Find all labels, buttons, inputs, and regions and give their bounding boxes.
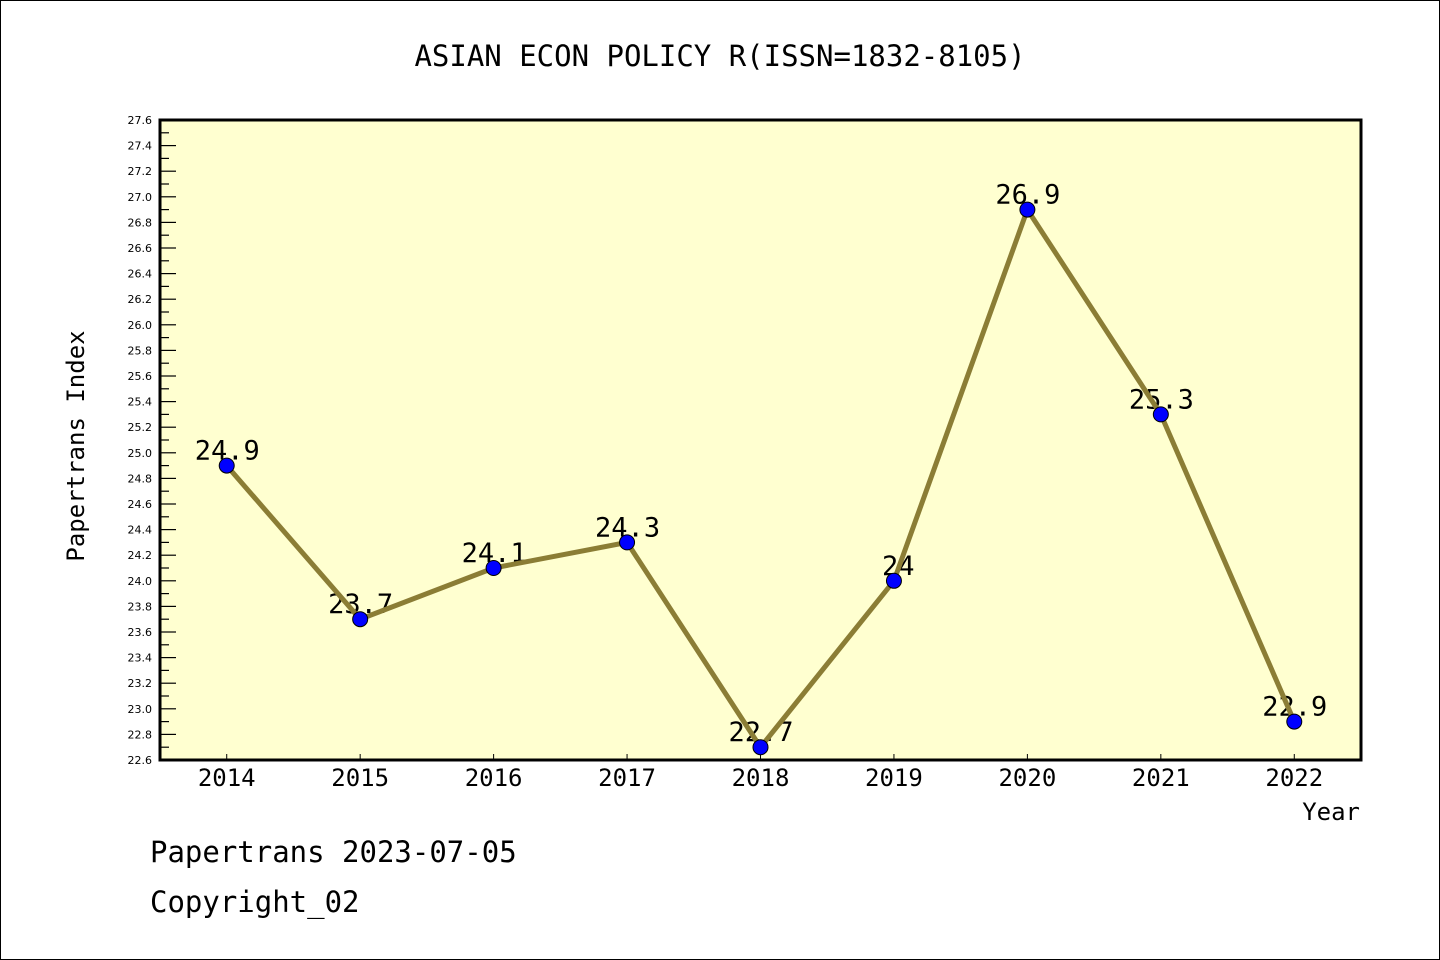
y-tick-label: 24.2 <box>128 549 153 562</box>
x-tick-label: 2014 <box>198 764 256 792</box>
x-tick-label: 2019 <box>865 764 923 792</box>
x-tick-label: 2022 <box>1265 764 1323 792</box>
y-tick-label: 22.8 <box>128 728 153 741</box>
data-point <box>1286 713 1303 730</box>
x-tick-label: 2021 <box>1132 764 1190 792</box>
y-tick-label: 23.6 <box>128 626 153 639</box>
y-tick-label: 22.6 <box>128 754 153 767</box>
y-tick-label: 26.6 <box>128 242 153 255</box>
data-point <box>218 457 235 474</box>
y-tick-label: 23.0 <box>128 703 153 716</box>
y-tick-label: 24.4 <box>128 524 153 537</box>
footer-date: Papertrans 2023-07-05 <box>150 835 517 869</box>
y-tick-label: 26.0 <box>128 319 153 332</box>
plot-area <box>160 120 1361 760</box>
y-tick-label: 25.0 <box>128 447 153 460</box>
y-tick-label: 27.6 <box>128 114 153 127</box>
y-tick-label: 23.4 <box>128 652 153 665</box>
y-tick-label: 25.2 <box>128 421 153 434</box>
x-tick-label: 2017 <box>598 764 656 792</box>
x-tick-label: 2015 <box>331 764 389 792</box>
y-tick-label: 24.8 <box>128 472 153 485</box>
data-point <box>1152 406 1169 423</box>
data-point <box>752 739 769 756</box>
y-tick-label: 27.0 <box>128 191 153 204</box>
footer-copyright: Copyright_02 <box>150 885 360 919</box>
y-tick-label: 26.4 <box>128 268 153 281</box>
y-tick-label: 26.8 <box>128 216 153 229</box>
y-tick-label: 24.0 <box>128 575 153 588</box>
data-point <box>885 572 902 589</box>
y-tick-label: 25.8 <box>128 344 153 357</box>
chart-title: ASIAN ECON POLICY R(ISSN=1832-8105) <box>414 39 1025 73</box>
y-tick-label: 24.6 <box>128 498 153 511</box>
y-tick-label: 27.2 <box>128 165 153 178</box>
y-tick-label: 27.4 <box>128 140 153 153</box>
y-tick-label: 23.8 <box>128 600 153 613</box>
data-point <box>485 560 502 576</box>
y-tick-label: 23.2 <box>128 677 153 690</box>
data-point <box>1019 201 1036 218</box>
y-tick-label: 25.4 <box>128 396 153 409</box>
data-point <box>352 611 369 628</box>
y-tick-label: 26.2 <box>128 293 153 306</box>
x-tick-label: 2018 <box>732 764 790 792</box>
x-tick-label: 2020 <box>998 764 1056 792</box>
y-axis-label: Papertrans Index <box>62 330 90 561</box>
data-point <box>619 534 636 551</box>
y-tick-label: 25.6 <box>128 370 153 383</box>
x-axis-label: Year <box>1302 798 1360 826</box>
plot-border <box>158 118 1363 762</box>
x-tick-label: 2016 <box>465 764 523 792</box>
